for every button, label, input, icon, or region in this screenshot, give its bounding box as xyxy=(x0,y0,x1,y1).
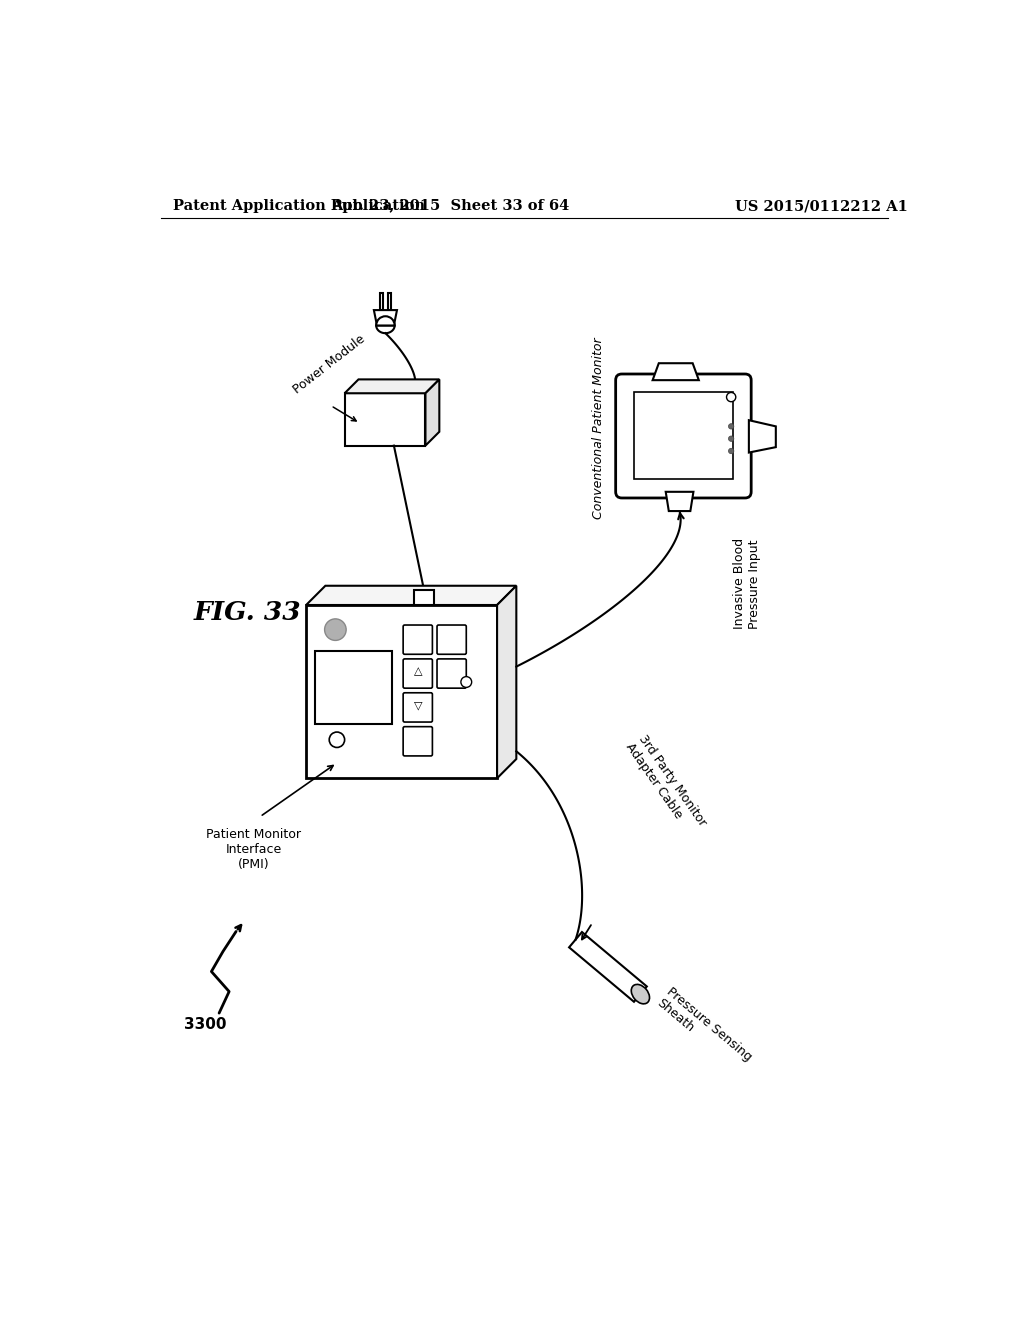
Polygon shape xyxy=(634,392,733,479)
Polygon shape xyxy=(388,293,391,310)
Text: Conventional Patient Monitor: Conventional Patient Monitor xyxy=(592,337,605,519)
Polygon shape xyxy=(374,310,397,326)
Text: ▽: ▽ xyxy=(414,700,422,710)
Text: Patent Application Publication: Patent Application Publication xyxy=(173,199,425,213)
Polygon shape xyxy=(345,393,425,446)
Polygon shape xyxy=(306,605,497,779)
Text: Apr. 23, 2015  Sheet 33 of 64: Apr. 23, 2015 Sheet 33 of 64 xyxy=(331,199,569,213)
Circle shape xyxy=(728,436,734,441)
Text: FIG. 33: FIG. 33 xyxy=(194,601,301,626)
Polygon shape xyxy=(749,420,776,453)
Text: Pressure Sensing
Sheath: Pressure Sensing Sheath xyxy=(654,985,754,1074)
Polygon shape xyxy=(666,492,693,511)
Text: Invasive Blood
Pressure Input: Invasive Blood Pressure Input xyxy=(733,539,762,630)
Circle shape xyxy=(727,392,736,401)
FancyBboxPatch shape xyxy=(403,726,432,756)
Polygon shape xyxy=(652,363,698,380)
Text: 3rd Party Monitor
Adapter Cable: 3rd Party Monitor Adapter Cable xyxy=(624,733,709,837)
Circle shape xyxy=(728,424,734,429)
FancyBboxPatch shape xyxy=(437,626,466,655)
Text: Patient Monitor
Interface
(PMI): Patient Monitor Interface (PMI) xyxy=(206,829,301,871)
Polygon shape xyxy=(414,590,434,605)
Circle shape xyxy=(728,449,734,454)
Polygon shape xyxy=(345,379,439,393)
Polygon shape xyxy=(497,586,516,779)
FancyBboxPatch shape xyxy=(403,626,432,655)
FancyBboxPatch shape xyxy=(437,659,466,688)
Polygon shape xyxy=(380,293,383,310)
Circle shape xyxy=(325,619,346,640)
FancyBboxPatch shape xyxy=(403,659,432,688)
FancyBboxPatch shape xyxy=(615,374,752,498)
Text: US 2015/0112212 A1: US 2015/0112212 A1 xyxy=(735,199,908,213)
FancyBboxPatch shape xyxy=(403,693,432,722)
Wedge shape xyxy=(376,317,394,326)
Circle shape xyxy=(330,733,345,747)
Text: 3300: 3300 xyxy=(184,1018,227,1032)
Polygon shape xyxy=(306,586,516,605)
Polygon shape xyxy=(569,932,647,1002)
Polygon shape xyxy=(315,651,392,725)
Ellipse shape xyxy=(631,985,649,1003)
Polygon shape xyxy=(425,379,439,446)
Text: Power Module: Power Module xyxy=(291,333,368,396)
Circle shape xyxy=(461,677,472,688)
Text: △: △ xyxy=(414,667,422,676)
